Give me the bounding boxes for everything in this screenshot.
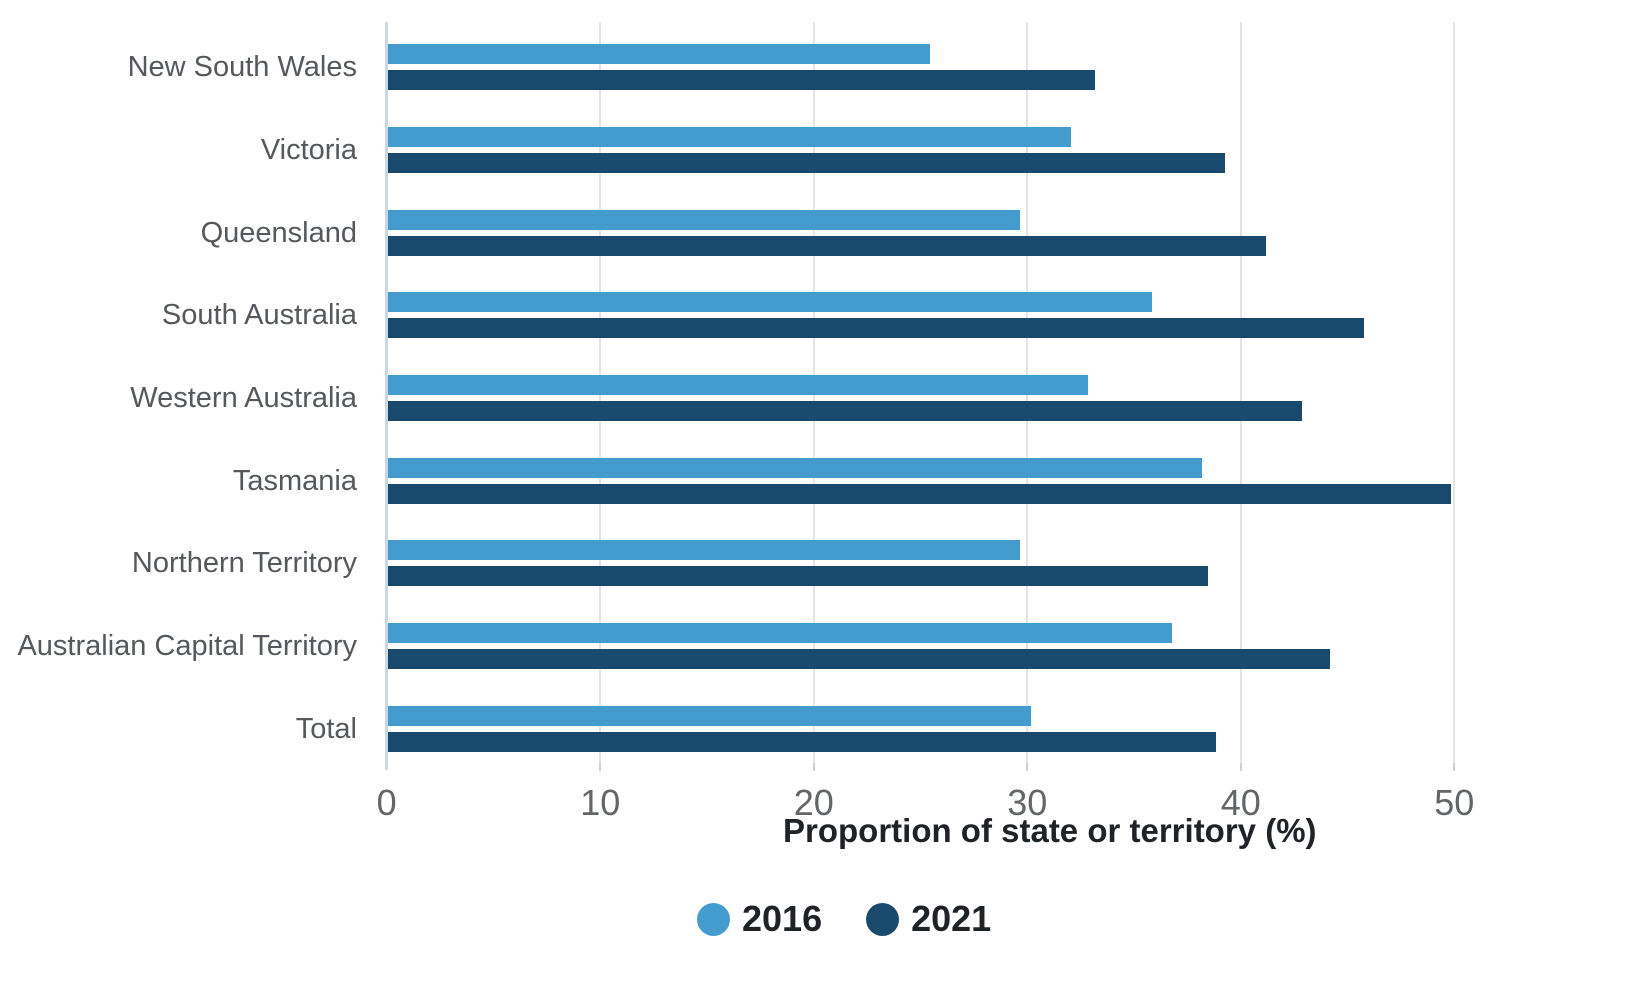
bar-2016-queensland — [388, 209, 1021, 230]
bar-2016-victoria — [388, 126, 1072, 147]
x-tick-label-50: 50 — [1434, 782, 1475, 823]
x-tick-label-30: 30 — [1007, 782, 1048, 823]
gridline-50 — [1453, 22, 1456, 763]
category-label-australian-capital-territory: Australian Capital Territory — [17, 630, 357, 663]
bar-2016-south-australia — [388, 292, 1153, 313]
category-label-western-australia: Western Australia — [130, 382, 357, 414]
legend-item-2021: 2021 — [866, 898, 991, 940]
category-label-tasmania: Tasmania — [232, 464, 357, 497]
category-label-victoria: Victoria — [260, 133, 357, 166]
x-tick-label-10: 10 — [580, 782, 621, 823]
bar-2021-western-australia — [388, 401, 1302, 421]
bar-2021-victoria — [388, 152, 1225, 173]
legend: 2016 2021 — [697, 898, 991, 940]
bar-2016-australian-capital-territory — [388, 623, 1172, 644]
category-label-south-australia: South Australia — [161, 299, 357, 332]
x-tick-mark-10 — [599, 763, 602, 771]
x-tick-mark-30 — [1026, 763, 1029, 771]
x-tick-mark-50 — [1453, 763, 1456, 771]
bar-2021-new-south-wales — [388, 70, 1095, 91]
x-tick-label-20: 20 — [793, 782, 834, 823]
legend-label-2021: 2021 — [911, 898, 992, 939]
bar-2021-tasmania — [388, 483, 1452, 504]
x-tick-mark-40 — [1239, 763, 1242, 771]
bar-2021-total — [388, 731, 1217, 752]
legend-swatch-2016-icon — [697, 902, 730, 936]
bar-2016-total — [388, 705, 1031, 726]
bar-2021-australian-capital-territory — [388, 649, 1330, 670]
bar-2021-queensland — [388, 235, 1266, 256]
y-axis-line — [385, 22, 389, 770]
bar-2021-northern-territory — [388, 566, 1208, 587]
x-axis-title: Proportion of state or territory (%) — [783, 812, 1317, 849]
bar-2021-south-australia — [388, 318, 1364, 339]
category-label-total: Total — [295, 712, 357, 745]
gridline-40 — [1239, 22, 1242, 763]
legend-item-2016: 2016 — [697, 898, 822, 940]
category-label-new-south-wales: New South Wales — [127, 51, 357, 84]
bar-2016-western-australia — [388, 375, 1089, 395]
bar-2016-northern-territory — [388, 540, 1021, 561]
legend-label-2016: 2016 — [742, 898, 823, 939]
legend-swatch-2021-icon — [866, 902, 900, 936]
bar-2016-tasmania — [388, 457, 1202, 478]
category-label-northern-territory: Northern Territory — [131, 547, 357, 580]
x-tick-mark-20 — [812, 763, 815, 771]
x-tick-label-0: 0 — [376, 782, 397, 823]
category-label-queensland: Queensland — [200, 216, 357, 249]
bar-2016-new-south-wales — [388, 44, 931, 65]
x-tick-label-40: 40 — [1220, 782, 1261, 823]
